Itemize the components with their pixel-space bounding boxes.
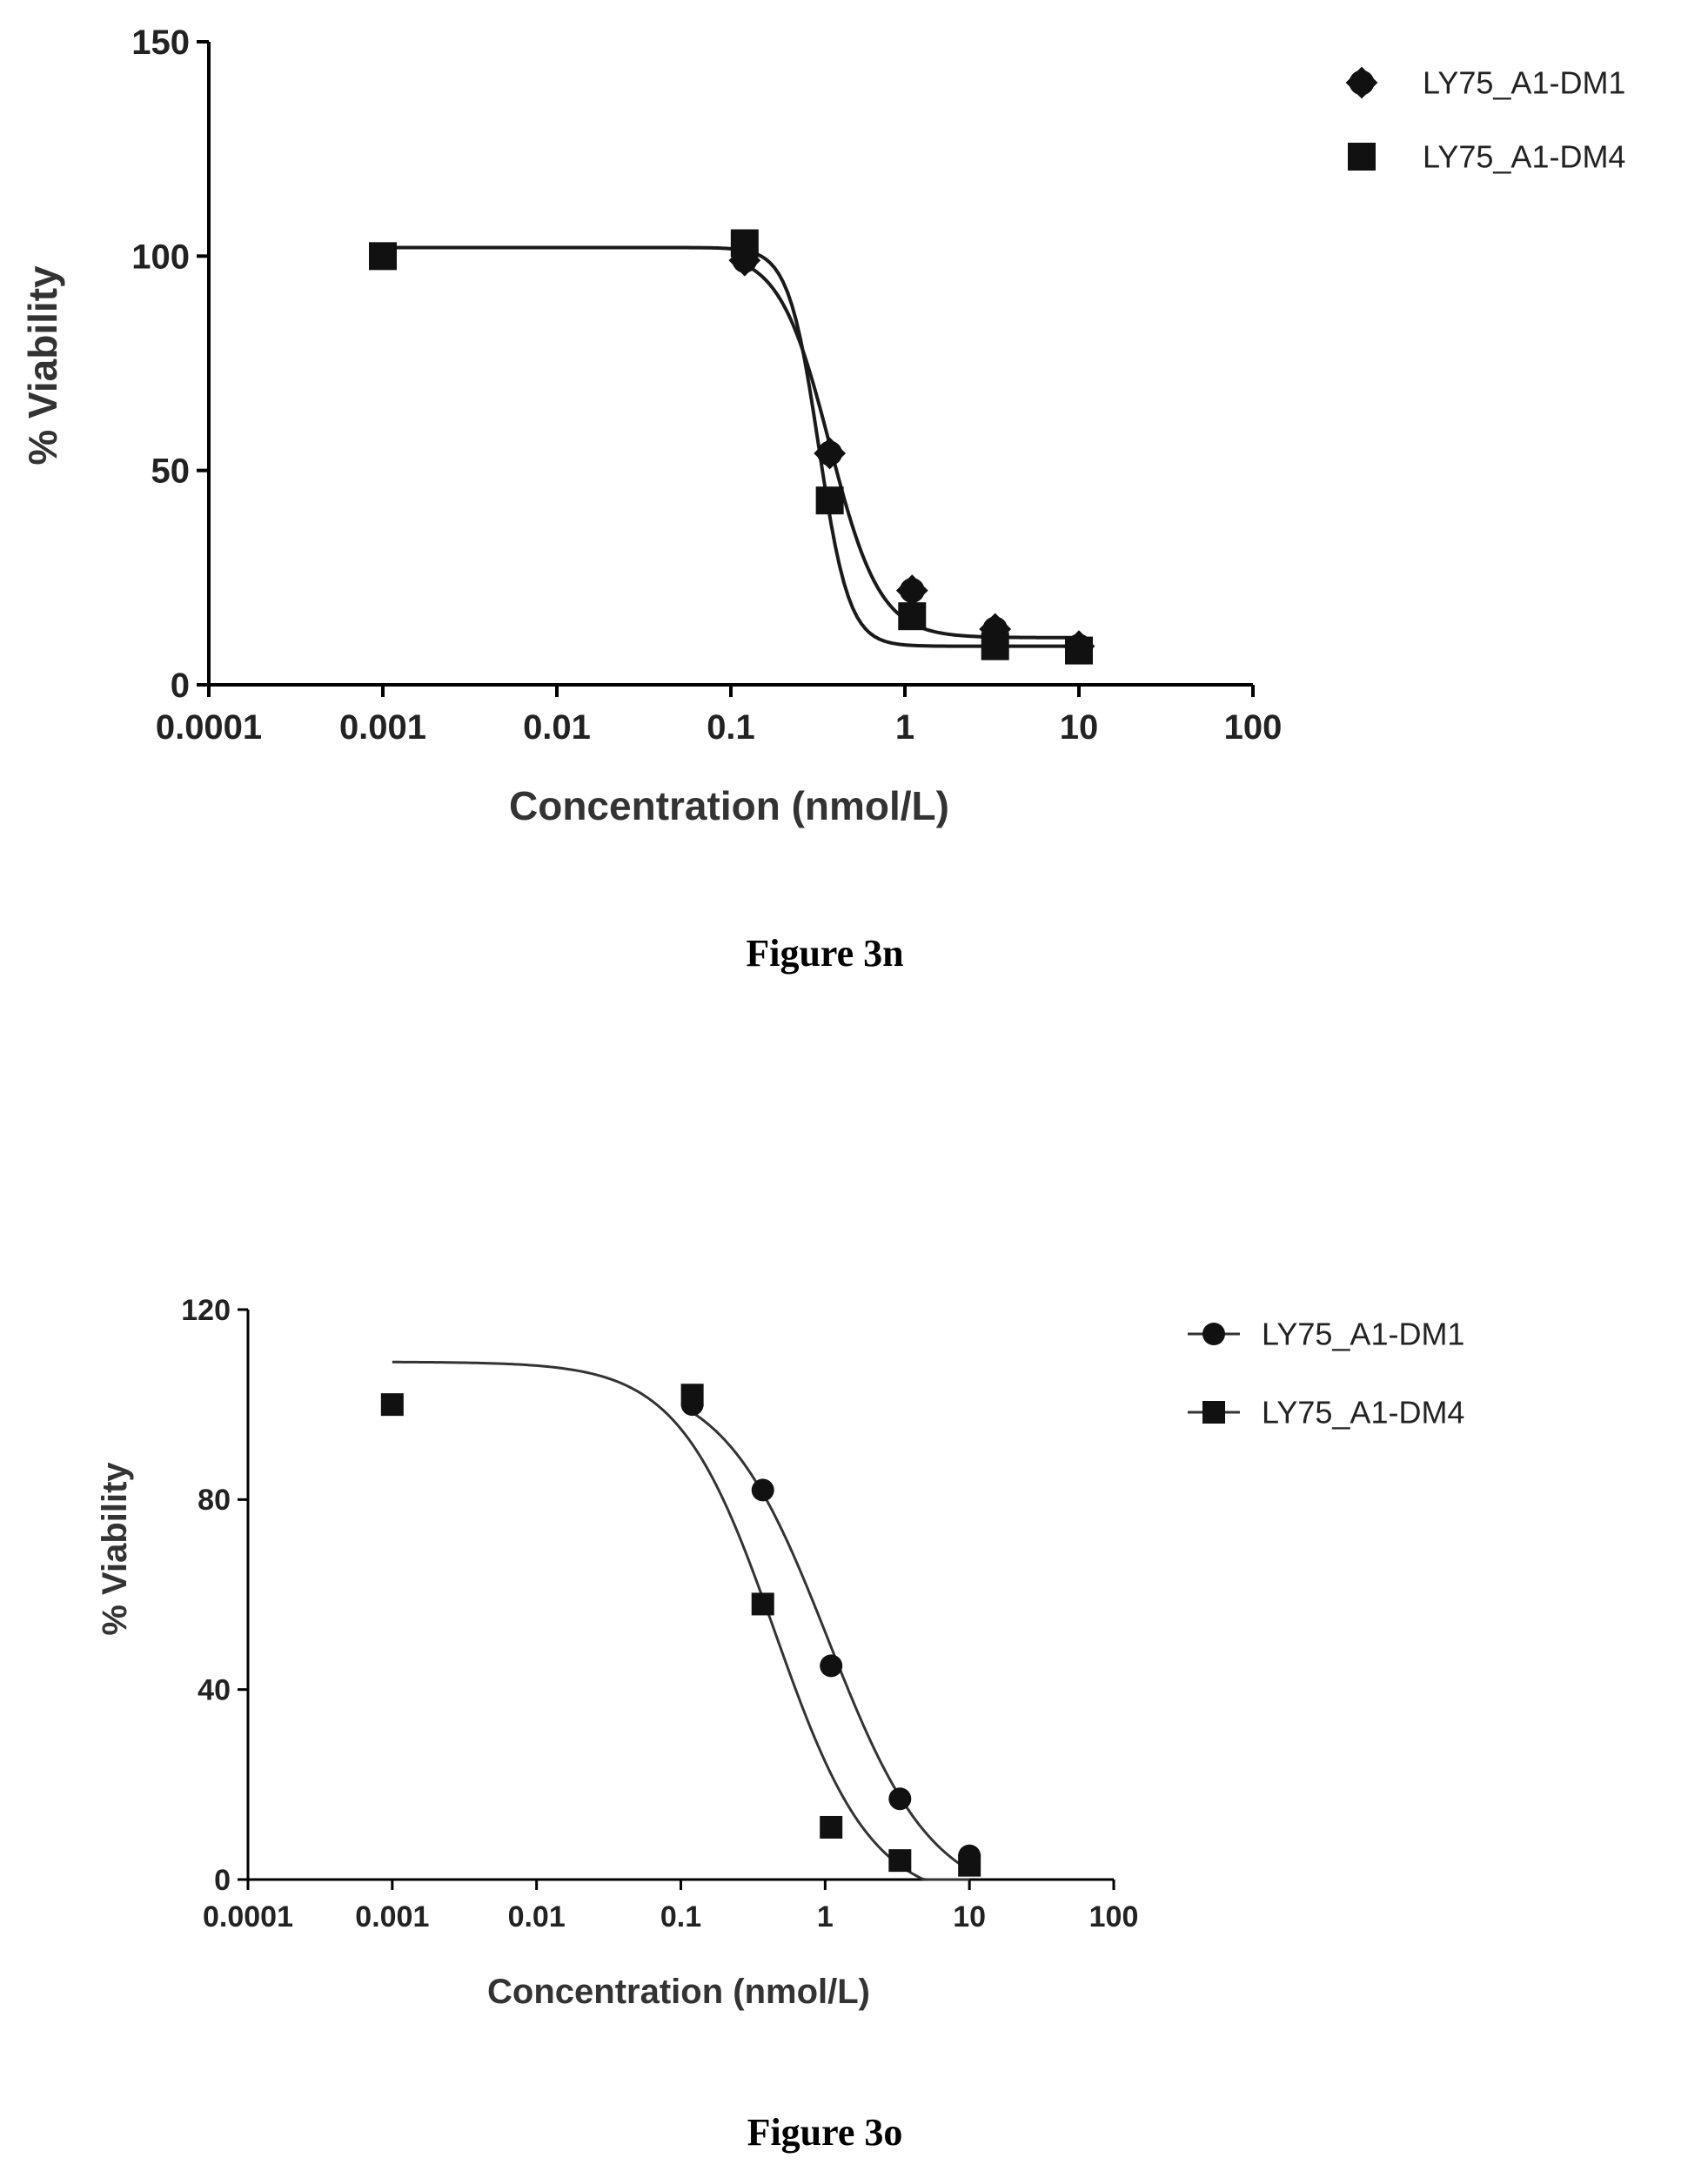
y-tick-label: 0: [171, 667, 190, 705]
y-axis-label: % Viability: [20, 265, 65, 466]
data-point: [820, 1815, 843, 1839]
data-point: [369, 242, 397, 271]
data-points: [380, 1384, 981, 1877]
x-tick-label: 0.1: [707, 708, 755, 747]
data-point: [888, 1849, 912, 1873]
legend-label: LY75_A1-DM1: [1262, 1317, 1464, 1352]
data-point: [751, 1478, 774, 1502]
axes: 0.0001 0.001 0.01 0.1 1 10 100 0 40 80 120: [181, 1294, 1138, 1933]
y-tick-label: 100: [131, 238, 190, 276]
fit-curve-dm4: [383, 245, 1079, 648]
y-tick-label: 150: [131, 23, 190, 62]
x-axis-label: Concentration (nmol/L): [509, 783, 949, 828]
y-axis-label: % Viability: [96, 1462, 134, 1636]
data-point: [380, 1393, 404, 1417]
fit-curve-dm4: [392, 1360, 970, 1881]
x-tick-label: 0.001: [355, 1900, 429, 1933]
x-tick-label: 1: [817, 1900, 834, 1933]
x-tick-label: 0.001: [339, 708, 426, 747]
fit-curve-dm1: [691, 1411, 970, 1872]
legend: LY75_A1-DM1 LY75_A1-DM4: [1345, 65, 1625, 175]
data-point: [888, 1787, 912, 1811]
y-tick-label: 50: [151, 452, 191, 491]
x-tick-label: 100: [1089, 1900, 1139, 1933]
legend: LY75_A1-DM1 LY75_A1-DM4: [1188, 1317, 1464, 1431]
figure-caption: Figure 3n: [746, 932, 903, 975]
x-tick-label: 0.0001: [203, 1900, 293, 1933]
x-tick-label: 0.0001: [156, 708, 262, 747]
y-tick-label: 0: [214, 1864, 231, 1897]
axes: 0.0001 0.001 0.01 0.1 1 10 100 0 50 100 150: [131, 23, 1282, 747]
legend-label: LY75_A1-DM4: [1423, 139, 1625, 175]
x-axis-label: Concentration (nmol/L): [487, 1973, 870, 2011]
data-point: [680, 1384, 704, 1407]
data-point: [820, 1654, 843, 1678]
figure-caption: Figure 3o: [747, 2111, 903, 2154]
data-point: [898, 602, 927, 631]
x-tick-label: 1: [895, 708, 914, 747]
data-point: [1065, 636, 1093, 665]
legend-label: LY75_A1-DM1: [1423, 65, 1625, 101]
x-tick-label: 10: [1060, 708, 1099, 747]
legend-marker: [1202, 1401, 1225, 1424]
y-tick-label: 80: [198, 1484, 231, 1517]
legend-marker: [1202, 1323, 1225, 1345]
data-point: [751, 1592, 774, 1616]
x-tick-label: 10: [953, 1900, 986, 1933]
x-tick-label: 100: [1224, 708, 1283, 747]
y-tick-label: 120: [181, 1294, 231, 1327]
x-tick-label: 0.01: [523, 708, 591, 747]
data-point: [730, 229, 759, 258]
x-tick-label: 0.01: [508, 1900, 566, 1933]
data-points: [369, 229, 1095, 665]
legend-marker: [1348, 143, 1376, 171]
data-point: [981, 632, 1009, 660]
fit-curves: [392, 1360, 970, 1881]
legend-label: LY75_A1-DM4: [1262, 1395, 1464, 1431]
data-point: [815, 486, 844, 515]
fit-curves: [383, 245, 1079, 648]
y-tick-label: 40: [198, 1674, 231, 1707]
chart-figure-3n: 0.0001 0.001 0.01 0.1 1 10 100 0 50 100 150 % Viab…: [20, 23, 1625, 975]
data-point: [958, 1853, 981, 1877]
x-tick-label: 0.1: [660, 1900, 701, 1933]
chart-figure-3o: 0.0001 0.001 0.01 0.1 1 10 100 0 40 80 120 % Viabi…: [96, 1294, 1464, 2154]
